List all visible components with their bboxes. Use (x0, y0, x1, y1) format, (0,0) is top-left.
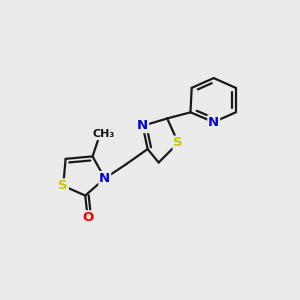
Text: CH₃: CH₃ (92, 129, 115, 140)
Text: N: N (208, 116, 219, 129)
Text: S: S (173, 136, 183, 149)
Text: S: S (58, 179, 68, 192)
Text: O: O (82, 211, 93, 224)
Text: N: N (99, 172, 110, 185)
Text: N: N (137, 119, 148, 132)
